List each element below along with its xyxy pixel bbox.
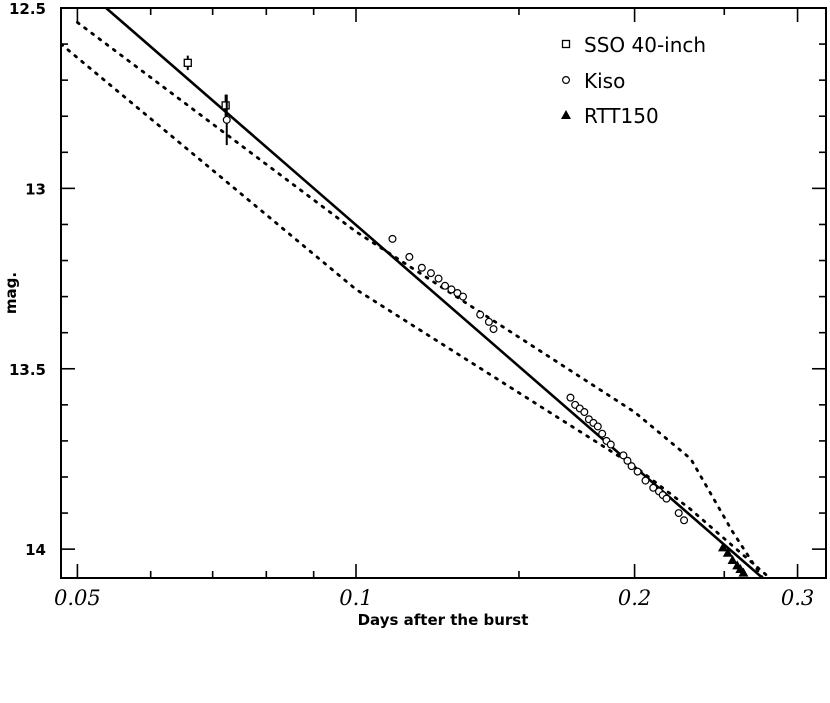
y-tick-label: 13.5 — [9, 361, 46, 379]
model-lines — [61, 8, 772, 578]
circle-point — [441, 281, 450, 290]
circle-point — [434, 274, 443, 283]
x-tick-label: 0.3 — [781, 586, 814, 610]
circle-point — [680, 516, 689, 525]
circle-point — [453, 289, 462, 298]
legend: SSO 40-inch Kiso RTT150 — [561, 33, 706, 128]
circle-point — [405, 252, 414, 261]
circle-point — [476, 310, 485, 319]
triangle-point — [727, 554, 738, 564]
circle-point — [447, 285, 456, 294]
triangle-point — [722, 547, 733, 557]
triangle-point — [738, 567, 749, 577]
circle-point — [458, 292, 467, 301]
legend-label-sso: SSO 40-inch — [584, 33, 706, 57]
circle-point — [580, 408, 589, 417]
model-line-dotted-2 — [61, 42, 772, 578]
square-point — [221, 101, 230, 110]
legend-marker-shape — [561, 110, 571, 119]
y-axis-label: mag. — [2, 272, 20, 314]
square-point — [183, 58, 192, 67]
legend-item-rtt150: RTT150 — [561, 104, 659, 128]
circle-point — [426, 269, 435, 278]
model-line-dotted-1 — [76, 21, 764, 578]
circle-point — [633, 467, 642, 476]
y-tick-label: 12.5 — [9, 0, 46, 18]
x-tick-label: 0.05 — [54, 586, 101, 610]
y-tick-label: 13 — [25, 180, 46, 198]
circle-point — [641, 476, 650, 485]
circle-point — [598, 429, 607, 438]
legend-marker-shape — [561, 39, 571, 49]
tick-labels: 0.05 0.1 0.2 0.3 12.5 13 13.5 14 — [9, 0, 814, 610]
legend-item-sso: SSO 40-inch — [561, 33, 706, 57]
legend-item-kiso: Kiso — [561, 69, 625, 93]
circle-point — [623, 456, 632, 465]
circle-point — [566, 393, 575, 402]
circle-point — [619, 451, 628, 460]
legend-square-marker — [561, 39, 571, 49]
circle-point — [627, 462, 636, 471]
legend-label-kiso: Kiso — [584, 69, 625, 93]
circle-point — [388, 234, 397, 243]
x-tick-label: 0.2 — [618, 586, 651, 610]
legend-marker-shape — [561, 75, 570, 84]
circle-point — [593, 422, 602, 431]
circle-point — [417, 263, 426, 272]
legend-circle-marker — [561, 75, 570, 84]
plot-frame — [60, 7, 827, 579]
circle-point — [222, 115, 231, 124]
triangle-point — [717, 542, 728, 552]
x-tick-label: 0.1 — [339, 586, 372, 610]
circle-point — [484, 317, 493, 326]
y-tick-label: 14 — [25, 541, 46, 559]
circle-point — [662, 494, 671, 503]
legend-label-rtt150: RTT150 — [584, 104, 659, 128]
axis-ticks — [61, 7, 826, 578]
circle-point — [606, 440, 615, 449]
x-axis-label: Days after the burst — [358, 611, 529, 629]
circle-point — [489, 325, 498, 334]
model-line-solid — [105, 8, 764, 578]
legend-triangle-marker — [561, 110, 571, 119]
data-points — [183, 55, 749, 577]
circle-point — [649, 483, 658, 492]
circle-point — [674, 509, 683, 518]
